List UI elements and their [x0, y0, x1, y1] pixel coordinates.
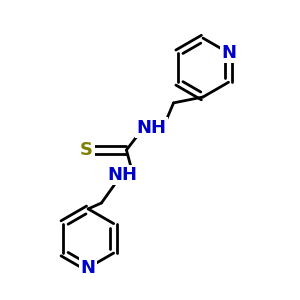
Text: S: S [80, 141, 93, 159]
Text: N: N [221, 44, 236, 62]
Text: N: N [81, 259, 96, 277]
Text: NH: NH [107, 166, 137, 184]
Text: NH: NH [136, 119, 166, 137]
